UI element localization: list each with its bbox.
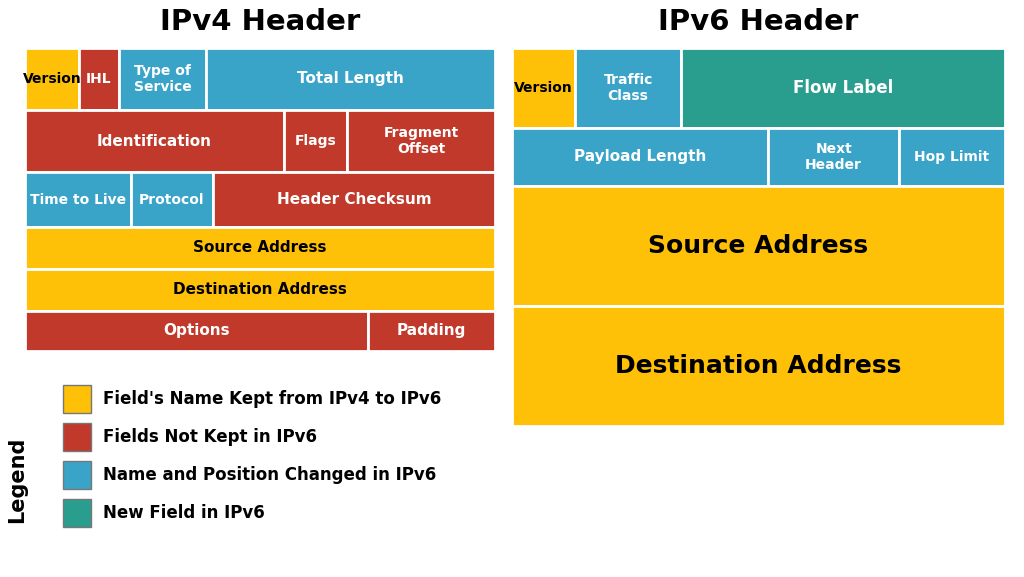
FancyBboxPatch shape <box>681 48 1005 128</box>
FancyBboxPatch shape <box>512 128 768 186</box>
Text: Destination Address: Destination Address <box>173 283 347 298</box>
FancyBboxPatch shape <box>206 48 495 110</box>
FancyBboxPatch shape <box>25 269 495 311</box>
FancyBboxPatch shape <box>512 306 1005 426</box>
Text: IPv6 Header: IPv6 Header <box>658 8 859 36</box>
Text: Hop Limit: Hop Limit <box>914 150 989 164</box>
Text: Padding: Padding <box>397 324 466 339</box>
FancyBboxPatch shape <box>575 48 681 128</box>
FancyBboxPatch shape <box>25 48 79 110</box>
FancyBboxPatch shape <box>347 110 495 172</box>
FancyBboxPatch shape <box>284 110 347 172</box>
FancyBboxPatch shape <box>512 186 1005 306</box>
Text: Header Checksum: Header Checksum <box>276 192 431 207</box>
FancyBboxPatch shape <box>25 110 284 172</box>
Text: Type of
Service: Type of Service <box>133 64 191 94</box>
Text: Destination Address: Destination Address <box>615 354 902 378</box>
FancyBboxPatch shape <box>368 311 495 351</box>
Text: Time to Live: Time to Live <box>30 193 126 207</box>
Text: Source Address: Source Address <box>194 241 327 256</box>
FancyBboxPatch shape <box>512 48 575 128</box>
FancyBboxPatch shape <box>768 128 899 186</box>
FancyBboxPatch shape <box>25 172 131 227</box>
FancyBboxPatch shape <box>25 227 495 269</box>
Text: IPv4 Header: IPv4 Header <box>160 8 360 36</box>
FancyBboxPatch shape <box>79 48 119 110</box>
FancyBboxPatch shape <box>25 311 368 351</box>
Text: Source Address: Source Address <box>648 234 868 258</box>
Text: Options: Options <box>163 324 229 339</box>
FancyBboxPatch shape <box>63 385 91 413</box>
Text: IHL: IHL <box>86 72 112 86</box>
Text: Payload Length: Payload Length <box>574 149 707 164</box>
Text: Name and Position Changed in IPv6: Name and Position Changed in IPv6 <box>103 466 436 484</box>
FancyBboxPatch shape <box>899 128 1005 186</box>
Text: Flow Label: Flow Label <box>793 79 893 97</box>
Text: Version: Version <box>514 81 572 95</box>
FancyBboxPatch shape <box>213 172 495 227</box>
FancyBboxPatch shape <box>131 172 213 227</box>
Text: Total Length: Total Length <box>297 72 403 87</box>
Text: Legend: Legend <box>7 437 27 523</box>
Text: Identification: Identification <box>96 133 212 148</box>
FancyBboxPatch shape <box>119 48 206 110</box>
Text: Field's Name Kept from IPv4 to IPv6: Field's Name Kept from IPv4 to IPv6 <box>103 390 441 408</box>
Text: Fragment
Offset: Fragment Offset <box>383 126 459 156</box>
Text: New Field in IPv6: New Field in IPv6 <box>103 504 265 522</box>
Text: Fields Not Kept in IPv6: Fields Not Kept in IPv6 <box>103 428 317 446</box>
Text: Version: Version <box>23 72 81 86</box>
Text: Flags: Flags <box>294 134 336 148</box>
FancyBboxPatch shape <box>63 461 91 489</box>
Text: Next
Header: Next Header <box>805 142 862 172</box>
FancyBboxPatch shape <box>63 499 91 527</box>
Text: Traffic
Class: Traffic Class <box>603 73 652 103</box>
Text: Protocol: Protocol <box>139 193 205 207</box>
FancyBboxPatch shape <box>63 423 91 451</box>
